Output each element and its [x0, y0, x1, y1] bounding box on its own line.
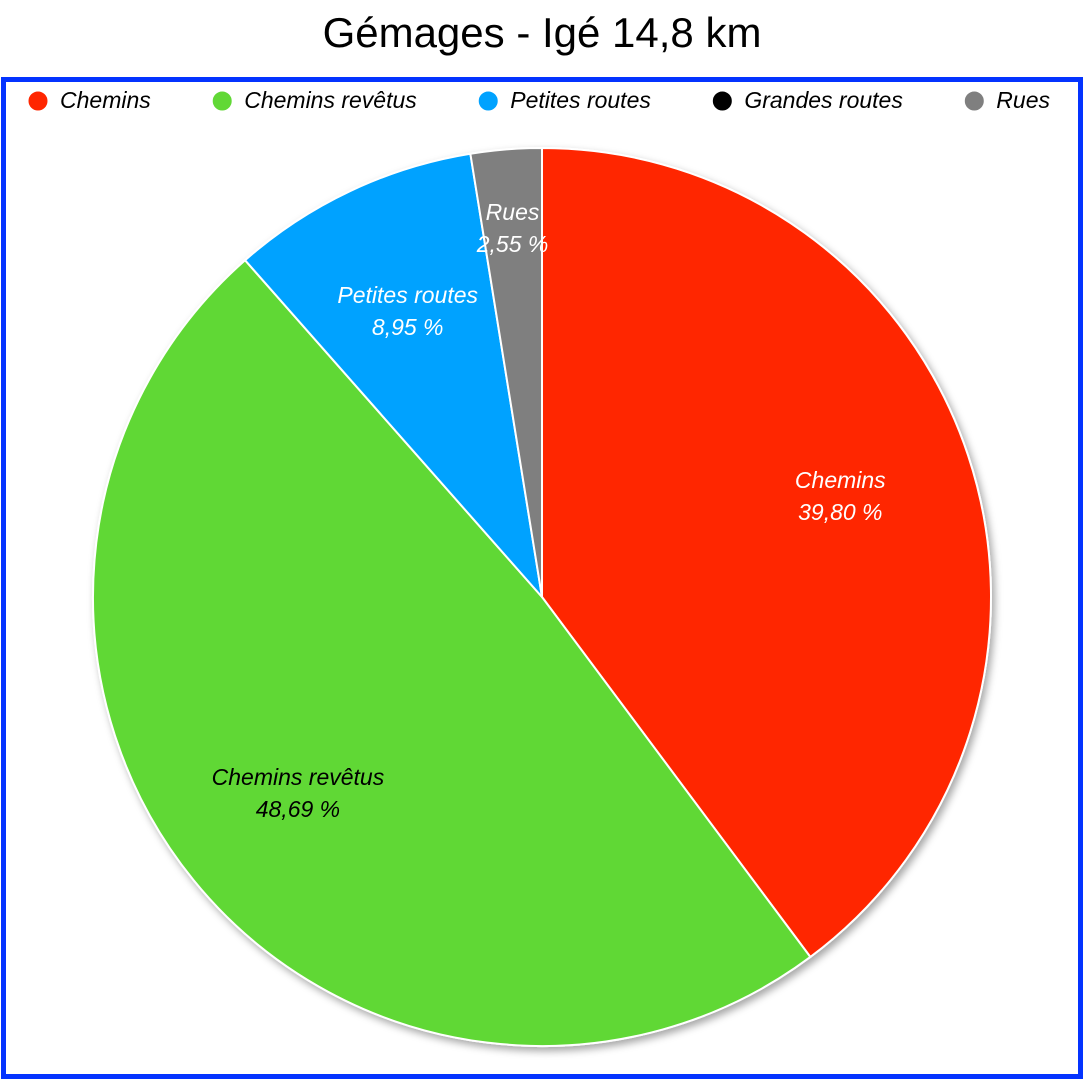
legend-item: Petites routes [477, 87, 651, 113]
slice-value-label: 48,69 % [256, 796, 340, 822]
legend-swatch [211, 90, 233, 112]
legend-swatch [477, 90, 499, 112]
frame [1, 77, 1083, 1079]
legend-item: Chemins [27, 87, 151, 113]
slice [243, 152, 544, 601]
slice-value-label: 8,95 % [372, 314, 444, 340]
legend-text: Grandes routes [744, 87, 903, 113]
slice-label: Rues [486, 199, 540, 225]
slice [469, 146, 543, 598]
legend-text: Chemins revêtus [244, 87, 417, 113]
legend: Chemins Chemins revêtus Petites routes Gran… [27, 87, 1050, 113]
legend-text: Chemins [60, 87, 151, 113]
chart-title: Gémages - Igé 14,8 km [323, 9, 762, 56]
slice [541, 146, 992, 959]
legend-text: Petites routes [510, 87, 651, 113]
slice-label: Petites routes [337, 282, 478, 308]
legend-text: Rues [996, 87, 1050, 113]
legend-item: Chemins revêtus [211, 87, 417, 113]
pie [92, 146, 992, 1047]
legend-item: Grandes routes [711, 87, 903, 113]
legend-item: Rues [963, 87, 1050, 113]
legend-swatch [711, 90, 733, 112]
slice-value-label: 2,55 % [476, 231, 549, 257]
legend-swatch [27, 90, 49, 112]
slice-labels: Chemins 39,80 % Chemins revêtus 48,69 % Peti… [212, 199, 887, 822]
slice-label: Chemins [795, 467, 886, 493]
slice [92, 258, 812, 1047]
legend-swatch [963, 90, 985, 112]
slice-label: Chemins revêtus [212, 764, 385, 790]
slice-value-label: 39,80 % [798, 499, 882, 525]
